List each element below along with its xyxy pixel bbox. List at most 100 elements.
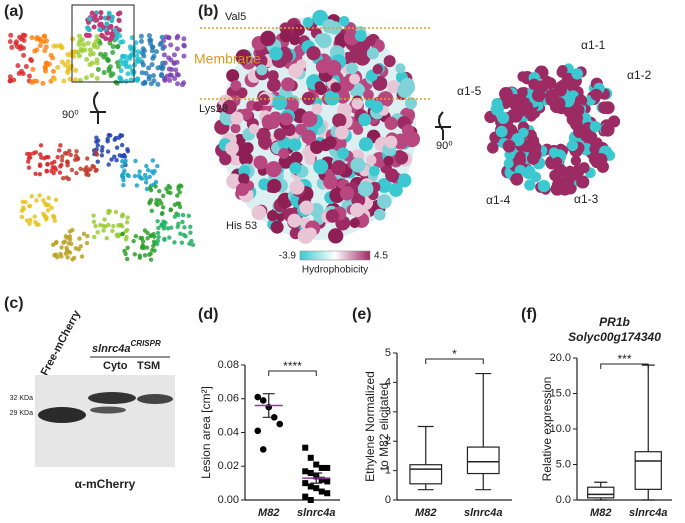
molecule-bead — [176, 186, 181, 192]
surface-bead — [368, 165, 380, 177]
box — [634, 451, 662, 490]
molecule-bead — [70, 257, 75, 262]
surface-bead — [570, 155, 582, 166]
molecule-bead — [34, 198, 39, 203]
surface-bead — [287, 213, 302, 228]
surface-bead — [366, 47, 379, 60]
data-point — [313, 485, 320, 492]
genotype-sup: CRISPR — [131, 339, 161, 348]
molecule-bead — [167, 77, 173, 83]
surface-bead — [267, 210, 279, 222]
whisker — [475, 372, 492, 448]
band — [88, 392, 136, 404]
molecule-bead — [113, 209, 119, 215]
surface-bead — [240, 108, 253, 121]
molecule-bead — [120, 39, 126, 45]
whisker — [475, 473, 492, 491]
surface-bead — [384, 135, 398, 149]
molecule-bead — [123, 64, 129, 70]
molecule-bead — [81, 231, 87, 237]
y-tick-label: 15.0 — [550, 387, 571, 399]
x-tick-label: M82 — [258, 507, 279, 518]
molecule-bead — [79, 48, 85, 54]
surface-bead — [289, 162, 302, 175]
molecule-bead — [101, 228, 106, 233]
surface-bead — [315, 59, 330, 74]
molecule-bead — [104, 30, 110, 36]
membrane-label: Membrane — [194, 51, 261, 67]
molecule-bead — [78, 243, 83, 249]
surface-bead — [405, 97, 418, 110]
molecule-bead — [160, 46, 166, 52]
molecule-bead — [94, 167, 99, 173]
data-point — [318, 488, 325, 495]
colorbar-max: 4.5 — [374, 251, 388, 262]
x-tick-label: slnrc4a — [629, 507, 668, 518]
molecule-bead — [41, 33, 47, 39]
molecule-bead — [98, 15, 104, 21]
molecule-bead — [158, 73, 164, 79]
molecule-bead — [154, 241, 160, 247]
surface-bead — [395, 63, 406, 74]
molecule-bead — [52, 159, 57, 165]
molecule-bead — [179, 183, 184, 189]
molecule-bead — [132, 252, 137, 257]
molecule-bead — [114, 145, 120, 150]
colorbar — [299, 250, 371, 261]
molecule-bead — [117, 75, 123, 81]
helix-label: α1-3 — [574, 192, 599, 206]
whisker — [594, 481, 608, 488]
molecule-bead — [167, 235, 172, 240]
molecule-bead — [99, 148, 105, 153]
molecule-bead — [109, 157, 114, 162]
panel-label: (d) — [198, 306, 218, 323]
molecule-bead — [144, 163, 149, 169]
molecule-bead — [55, 64, 61, 70]
surface-bead — [332, 113, 347, 128]
molecule-bead — [146, 33, 152, 39]
molecule-bead — [50, 55, 56, 61]
surface-bead — [520, 100, 534, 113]
data-point — [302, 480, 309, 487]
molecule-bead — [108, 73, 114, 79]
molecule-bead — [114, 31, 120, 37]
molecule-bead — [98, 51, 104, 57]
surface-bead — [234, 133, 246, 146]
surface-bead — [278, 148, 290, 159]
molecule-bead — [55, 155, 60, 160]
molecule-bead — [91, 234, 97, 240]
molecule-bead — [131, 238, 136, 244]
y-tick-label: 3 — [385, 406, 391, 418]
molecule-bead — [46, 195, 51, 201]
molecule-bead — [128, 77, 134, 83]
molecule-bead — [38, 143, 44, 148]
data-point — [302, 468, 309, 475]
colorbar-min: -3.9 — [279, 251, 297, 262]
molecule-bead — [70, 36, 76, 42]
molecule-bead — [67, 234, 73, 239]
surface-bead — [502, 139, 516, 153]
marker-label: 32 KDa — [10, 395, 33, 402]
molecule-bead — [121, 182, 126, 188]
molecule-bead — [107, 64, 113, 70]
molecule-bead — [14, 44, 20, 50]
molecule-bead — [49, 205, 54, 210]
molecule-bead — [67, 229, 73, 234]
molecule-bead — [65, 68, 71, 74]
surface-bead — [349, 202, 365, 218]
molecule-bead — [8, 32, 14, 38]
data-point — [324, 478, 331, 485]
surface-bead — [508, 93, 522, 108]
surface-bead — [292, 23, 305, 36]
surface-bead — [548, 147, 560, 158]
molecule-bead — [85, 40, 91, 46]
molecule-bead — [45, 208, 51, 213]
molecule-bead — [105, 149, 111, 154]
pore — [538, 113, 568, 143]
surface-bead — [590, 88, 603, 101]
molecule-bead — [119, 133, 125, 138]
molecule-bead — [65, 159, 70, 165]
molecule-bead — [42, 214, 47, 219]
molecule-bead — [7, 39, 13, 45]
molecule-bead — [116, 63, 122, 69]
